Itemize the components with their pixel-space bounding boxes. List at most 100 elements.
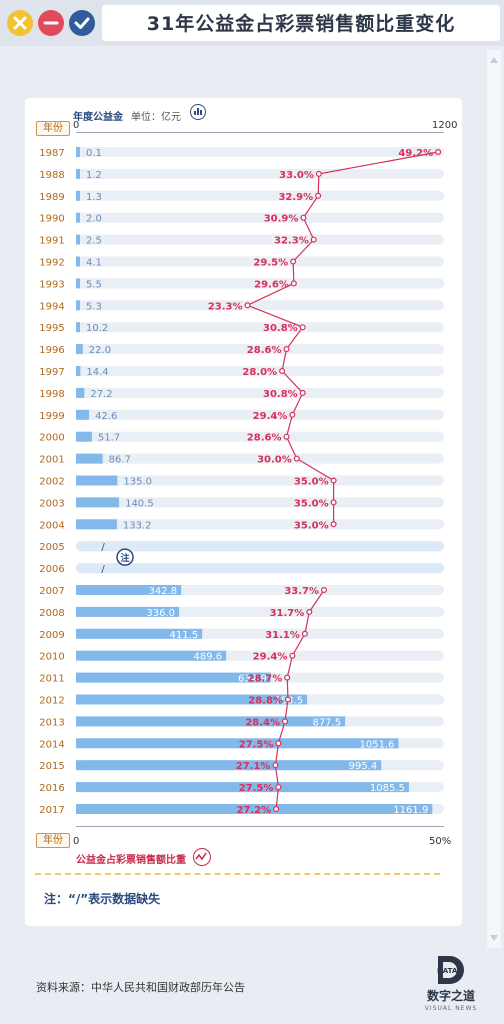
ratio-value-label: 29.5% [253,258,288,269]
fund-bar [76,190,80,201]
ratio-point [284,674,291,681]
fund-bar [76,212,80,223]
ratio-point [293,455,300,462]
year-label: 1990 [39,214,64,225]
ratio-value-label: 27.1% [236,761,271,772]
year-label: 1989 [39,192,64,203]
fund-bar [76,475,118,486]
bar-track [76,190,444,201]
bar-track [76,212,444,223]
fund-value-label: 22.0 [89,345,111,356]
fund-bar [76,453,103,464]
fund-value-label: 995.4 [349,761,378,772]
fund-bar [76,716,346,727]
ratio-value-label: 29.4% [253,411,288,422]
close-icon [13,16,27,30]
scrollbar[interactable] [487,50,501,948]
source-text: 资料来源：中华人民共和国财政部历年公告 [36,981,245,994]
ratio-value-label: 27.5% [239,739,274,750]
ratio-value-label: 30.9% [264,214,299,225]
ratio-value-label: 28.6% [247,345,282,356]
year-label: 1987 [39,148,64,159]
year-label: 1999 [39,411,64,422]
missing-bar [76,563,444,574]
ratio-point [290,280,297,287]
fund-value-label: 135.0 [123,477,152,488]
logo-name: 数字之道 [426,989,475,1003]
year-label: 2016 [39,783,64,794]
fund-value-label: 27.2 [90,389,112,400]
fund-bar [76,519,117,530]
data-logo-icon: DATA [437,956,464,984]
fund-bar [76,694,308,705]
ratio-axis-line [76,826,444,827]
ratio-point [299,389,306,396]
minimize-icon [43,21,59,25]
ratio-value-label: 29.4% [253,652,288,663]
page-title: 31年公益金占彩票销售额比重变化 [146,13,456,35]
year-label: 2005 [39,542,64,553]
fund-bar [76,409,90,420]
missing-data-note: 注：“/”表示数据缺失 [44,892,161,906]
title-box: 31年公益金占彩票销售额比重变化 [102,5,500,41]
fund-legend-title: 年度公益金 [73,112,123,123]
ratio-point [300,214,307,221]
close-button[interactable] [7,10,33,36]
fund-value-label: 634.9 [238,674,267,685]
ratio-point [435,149,442,156]
ratio-axis-max: 50% [429,836,452,847]
bar-track [76,475,444,486]
line-chart-icon [193,848,211,866]
fund-axis-min: 0 [73,120,80,131]
ratio-value-label: 35.0% [294,520,329,531]
fund-value-label: 86.7 [109,455,131,466]
bar-track [76,497,444,508]
ratio-point [275,784,282,791]
check-button[interactable] [69,10,95,36]
year-label: 2010 [39,652,64,663]
fund-bar [76,344,83,355]
bar-track [76,453,444,464]
fund-value-label: 1161.9 [393,805,428,816]
year-label: 1997 [39,367,64,378]
ratio-value-label: 35.0% [294,498,329,509]
bar-track [76,519,444,530]
year-label: 2004 [39,520,64,531]
fund-bar [76,168,80,179]
ratio-point [289,411,296,418]
minimize-button[interactable] [38,10,64,36]
bar-track [76,366,444,376]
bar-track [76,409,444,420]
scroll-up-icon[interactable] [487,50,501,70]
ratio-point [283,346,290,353]
year-label: 2012 [39,696,64,707]
fund-bar [76,322,80,333]
ratio-point [290,258,297,265]
logo: DATA 数字之道 VISUAL NEWS [420,954,482,1018]
year-label: 2008 [39,608,64,619]
check-icon [74,17,90,29]
fund-legend: 年度公益金 单位：亿元 [73,108,181,123]
missing-bar [76,541,444,552]
fund-value-label: 14.4 [86,367,108,378]
ratio-legend-title: 公益金占彩票销售额比重 [76,855,186,866]
year-label: 2013 [39,717,64,728]
fund-bar [76,497,120,508]
ratio-point [315,170,322,177]
year-label: 1998 [39,389,64,400]
fund-axis-line [76,132,444,133]
bar-track [76,234,444,245]
fund-value-label: 411.5 [170,630,199,641]
fund-bar [76,606,180,617]
scroll-down-icon[interactable] [487,928,501,948]
year-label: 2006 [39,564,64,575]
ratio-point [330,499,337,506]
ratio-value-label: 33.7% [284,586,319,597]
ratio-point [244,302,251,309]
fund-value-label: 2.0 [86,214,102,225]
note-marker [116,548,134,566]
ratio-value-label: 32.3% [274,236,309,247]
ratio-point [282,718,289,725]
fund-bar [76,278,80,289]
logo-sub: VISUAL NEWS [424,1005,478,1012]
